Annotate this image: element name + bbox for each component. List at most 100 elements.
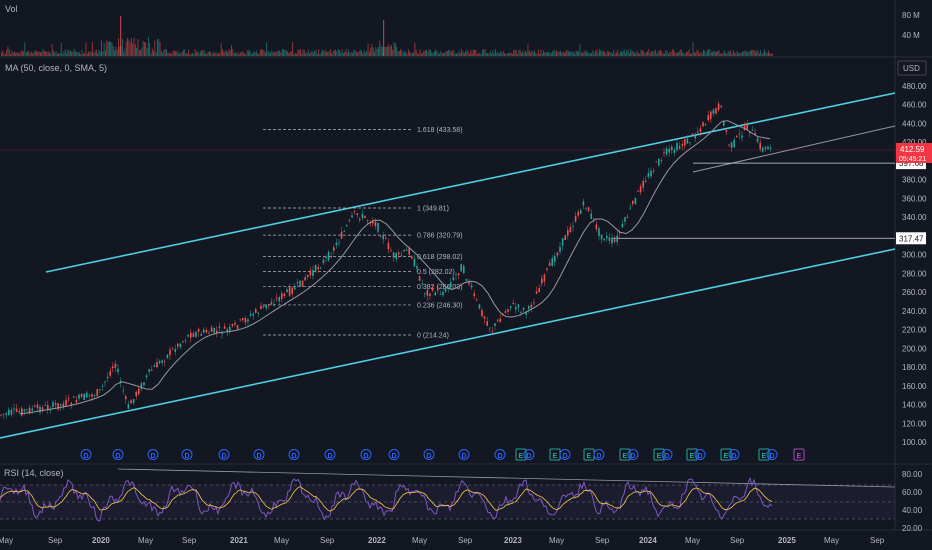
volume-bar xyxy=(132,43,134,56)
volume-bar xyxy=(463,52,465,56)
dividend-marker[interactable] xyxy=(253,449,265,460)
time-axis[interactable]: May Sep 2020 May Sep 2021 May Sep 2022 May Sep 2023… xyxy=(0,536,885,545)
dividend-marker[interactable] xyxy=(661,449,673,460)
dividend-marker[interactable] xyxy=(423,449,435,460)
candle-body xyxy=(234,322,236,325)
volume-bar xyxy=(37,51,39,56)
volume-bar xyxy=(108,41,110,56)
ma-indicator-label[interactable]: MA (50, close, 0, SMA, 5) xyxy=(5,63,107,73)
volume-bar xyxy=(322,49,323,56)
earnings-marker[interactable] xyxy=(758,448,770,461)
dividend-marker[interactable] xyxy=(766,449,778,460)
time-axis-label: Sep xyxy=(182,536,197,545)
dividend-marker[interactable] xyxy=(694,449,706,460)
earnings-marker[interactable] xyxy=(720,448,732,461)
rsi-trend-line[interactable] xyxy=(117,468,896,488)
volume-bar xyxy=(504,53,505,56)
earnings-marker[interactable] xyxy=(619,448,631,461)
dividend-marker[interactable] xyxy=(112,449,124,460)
volume-bar xyxy=(692,42,694,56)
dividend-marker[interactable] xyxy=(80,449,92,460)
candle-body xyxy=(372,221,374,224)
volume-bar xyxy=(497,51,499,56)
volume-bar xyxy=(530,52,531,56)
price-axis[interactable]: 480.00460.00440.00420.00400.00380.00360.… xyxy=(902,82,927,447)
dividend-marker[interactable] xyxy=(147,449,159,460)
candle-body xyxy=(262,305,265,307)
candle-body xyxy=(613,239,616,242)
channel-lower-line[interactable] xyxy=(0,248,896,439)
rsi-indicator-label[interactable]: RSI (14, close) xyxy=(4,468,64,478)
candle-body xyxy=(283,293,286,296)
dividend-marker[interactable] xyxy=(593,449,605,460)
volume-bar xyxy=(54,52,56,56)
dividend-marker[interactable] xyxy=(494,449,506,460)
trend-line-mid[interactable] xyxy=(692,125,896,173)
candle-body xyxy=(60,404,62,406)
dividend-marker[interactable] xyxy=(728,449,740,460)
dividend-marker[interactable] xyxy=(458,449,470,460)
dividend-marker[interactable] xyxy=(523,449,535,460)
dividend-marker[interactable] xyxy=(388,449,400,460)
candle-body xyxy=(156,362,158,368)
dividend-marker[interactable] xyxy=(181,449,193,460)
volume-bar xyxy=(388,43,390,56)
event-marker-letter: E xyxy=(623,453,628,460)
channel-upper-line[interactable] xyxy=(45,92,896,273)
candle-body xyxy=(148,369,150,372)
candle-body xyxy=(205,330,208,333)
horizontal-level-label: 397.68 xyxy=(899,159,924,168)
volume-bar xyxy=(652,51,654,56)
fibonacci-retracement[interactable]: 1.618 (433.58) 1 (349.81) 0.786 (320.79) 0.… xyxy=(263,127,463,339)
volume-bar xyxy=(472,49,474,56)
dividend-marker[interactable] xyxy=(288,449,300,460)
volume-bar xyxy=(710,52,712,56)
volume-bar xyxy=(556,49,557,56)
dividend-marker[interactable] xyxy=(324,449,336,460)
candle-body xyxy=(314,265,317,272)
candle-body xyxy=(699,128,702,132)
candle-body xyxy=(221,333,223,334)
volume-bar xyxy=(758,53,760,56)
candle-body xyxy=(275,297,278,299)
event-marker-letter: D xyxy=(222,453,227,460)
volume-bar xyxy=(518,49,520,56)
dividend-marker[interactable] xyxy=(218,449,230,460)
dividend-marker[interactable] xyxy=(559,449,571,460)
candle-body xyxy=(715,108,717,114)
volume-bar xyxy=(196,52,197,56)
currency-label: USD xyxy=(903,64,920,73)
price-axis-label: 420.00 xyxy=(902,138,927,147)
earnings-marker[interactable] xyxy=(515,448,527,461)
volume-bar xyxy=(315,50,317,56)
volume-bar xyxy=(53,50,54,56)
volume-bar xyxy=(622,51,624,56)
volume-bar xyxy=(385,46,387,56)
currency-button[interactable]: USD xyxy=(897,60,927,76)
volume-bar xyxy=(114,50,115,56)
volume-bar xyxy=(332,50,334,56)
volume-bar xyxy=(67,49,69,56)
dividend-marker[interactable] xyxy=(627,449,639,460)
volume-bar xyxy=(510,52,512,56)
volume-bar xyxy=(537,49,539,56)
candle-body xyxy=(512,303,514,305)
candle-body xyxy=(91,394,93,397)
volume-bar xyxy=(305,53,307,56)
candle-body xyxy=(465,279,468,281)
earnings-marker[interactable] xyxy=(686,448,698,461)
candle-body xyxy=(122,390,124,392)
candle-body xyxy=(278,297,280,302)
volume-bar xyxy=(488,53,490,56)
dividend-marker[interactable] xyxy=(360,449,372,460)
volume-bar xyxy=(579,43,581,56)
volume-bar xyxy=(357,52,359,56)
candle-body xyxy=(395,252,397,259)
volume-bar xyxy=(255,50,257,56)
earnings-marker[interactable] xyxy=(653,448,665,461)
earnings-marker[interactable] xyxy=(793,448,805,461)
candle-body xyxy=(340,231,343,239)
candle-body xyxy=(517,304,520,308)
